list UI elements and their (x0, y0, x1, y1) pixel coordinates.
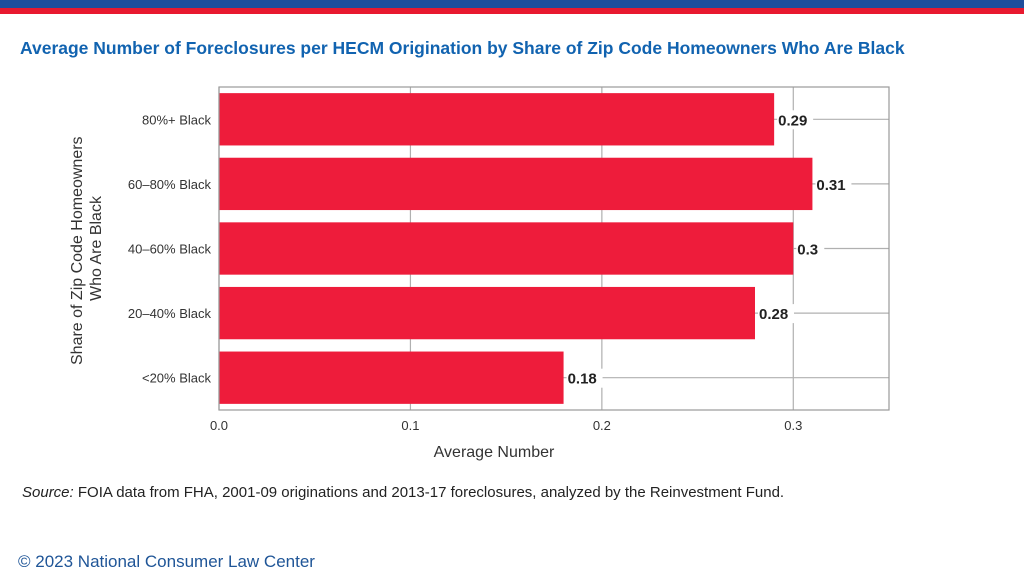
x-tick-label: 0.0 (210, 418, 228, 433)
y-tick-label: 40–60% Black (128, 242, 212, 257)
source-note: Source: FOIA data from FHA, 2001-09 orig… (22, 484, 784, 501)
data-label: 0.28 (759, 306, 788, 323)
data-label-background (815, 174, 852, 194)
bar (219, 286, 755, 340)
x-tick-label: 0.2 (593, 418, 611, 433)
data-label-background (566, 368, 603, 388)
y-tick-label: 20–40% Black (128, 306, 212, 321)
label-layer: 0.0 0.1 0.2 0.3 0.29 80%+ Black 0.31 60–80% Bla… (128, 110, 852, 433)
plot-frame (218, 86, 890, 411)
y-axis-title-line-1: Share of Zip Code Homeowners (69, 136, 86, 365)
header-stripe-red (0, 8, 1024, 14)
bar (219, 93, 775, 146)
data-label-background (796, 239, 825, 259)
data-label-background (777, 110, 814, 130)
data-label-background (758, 304, 794, 324)
bar (219, 222, 794, 275)
y-tick-label: 80%+ Black (142, 112, 212, 127)
copyright-footer: © 2023 National Consumer Law Center (18, 552, 315, 571)
header-stripe-blue (0, 0, 1024, 8)
x-axis-title: Average Number (434, 444, 555, 461)
source-text: FOIA data from FHA, 2001-09 originations… (73, 484, 785, 501)
bar (219, 351, 564, 404)
page-title: Average Number of Foreclosures per HECM … (20, 38, 905, 58)
y-tick-label: <20% Black (142, 371, 212, 386)
data-label: 0.29 (778, 112, 807, 129)
x-tick-label: 0.1 (401, 418, 419, 433)
source-label: Source: (22, 484, 74, 501)
y-axis-title: Share of Zip Code Homeowners Who Are Bla… (69, 132, 105, 365)
y-tick-label: 60–80% Black (128, 177, 212, 192)
x-tick-label: 0.3 (784, 418, 802, 433)
y-axis-title-line-2: Who Are Black (88, 195, 105, 301)
bar (219, 157, 813, 211)
bar-layer (219, 93, 813, 404)
data-label: 0.31 (816, 177, 845, 194)
data-label: 0.18 (568, 371, 597, 388)
data-label: 0.3 (797, 242, 818, 259)
